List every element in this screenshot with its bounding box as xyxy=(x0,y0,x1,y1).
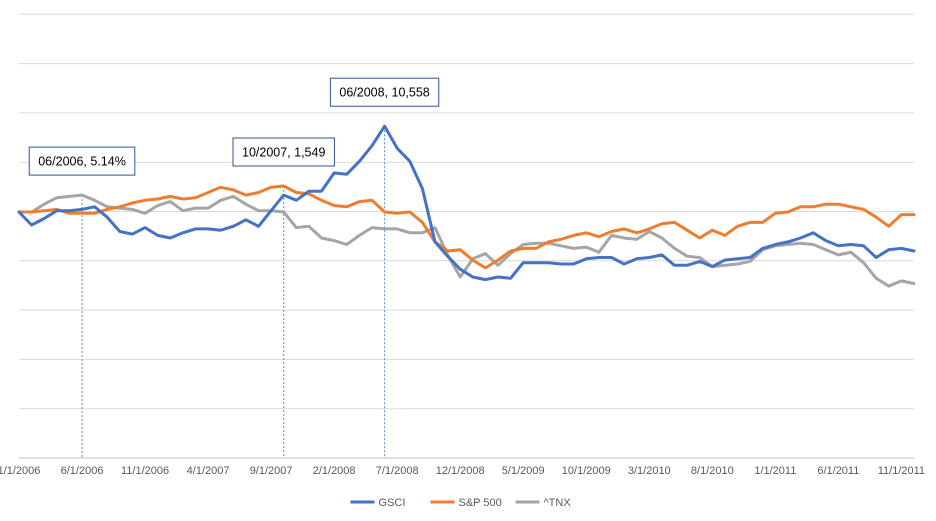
x-tick-label: 8/1/2010 xyxy=(691,465,734,477)
x-tick-label: 12/1/2008 xyxy=(436,465,485,477)
x-tick-label: 1/1/2006 xyxy=(0,465,40,477)
legend-label: ^TNX xyxy=(544,497,572,509)
x-tick-label: 6/1/2011 xyxy=(817,465,859,477)
x-tick-label: 9/1/2007 xyxy=(250,465,293,477)
annotation-callout: 10/2007, 1,549 xyxy=(232,137,335,167)
x-tick-label: 2/1/2008 xyxy=(313,465,356,477)
legend-label: GSCI xyxy=(379,497,406,509)
x-tick-label: 7/1/2008 xyxy=(376,465,419,477)
legend-item: ^TNX xyxy=(515,497,572,509)
x-tick-label: 3/1/2010 xyxy=(628,465,671,477)
annotation-callout: 06/2008, 10,558 xyxy=(329,77,440,107)
series-lines xyxy=(17,124,916,288)
x-axis-tick-labels: 1/1/2006 6/1/2006 11/1/2006 4/1/2007 9/1/200… xyxy=(0,465,925,477)
annotation-box xyxy=(28,146,136,176)
annotation-label: 06/2006, 5.14% xyxy=(38,155,126,169)
legend-item: GSCI xyxy=(350,497,406,509)
x-tick-label: 5/1/2009 xyxy=(502,465,545,477)
gridlines xyxy=(19,13,914,459)
legend-item: S&P 500 xyxy=(430,497,502,509)
series-line-s-p-500 xyxy=(17,184,916,270)
annotation-label: 06/2008, 10,558 xyxy=(339,86,429,100)
x-tick-label: 6/1/2006 xyxy=(61,465,104,477)
annotation-label: 10/2007, 1,549 xyxy=(242,146,325,160)
x-tick-label: 11/1/2011 xyxy=(878,465,925,477)
series-line-gsci xyxy=(17,124,916,282)
x-tick-label: 11/1/2006 xyxy=(121,465,169,477)
annotation-box xyxy=(329,77,440,107)
legend: GSCI S&P 500 ^TNX xyxy=(350,497,572,509)
x-tick-label: 1/1/2011 xyxy=(754,465,796,477)
annotation-callouts: 06/2006, 5.14% 10/2007, 1,549 06/2008, 10,… xyxy=(28,77,440,176)
annotation-callout: 06/2006, 5.14% xyxy=(28,146,136,176)
legend-label: S&P 500 xyxy=(459,497,502,509)
x-tick-label: 10/1/2009 xyxy=(562,465,611,477)
annotation-box xyxy=(232,137,335,167)
x-tick-label: 4/1/2007 xyxy=(187,465,230,477)
annotation-droplines xyxy=(81,126,386,458)
